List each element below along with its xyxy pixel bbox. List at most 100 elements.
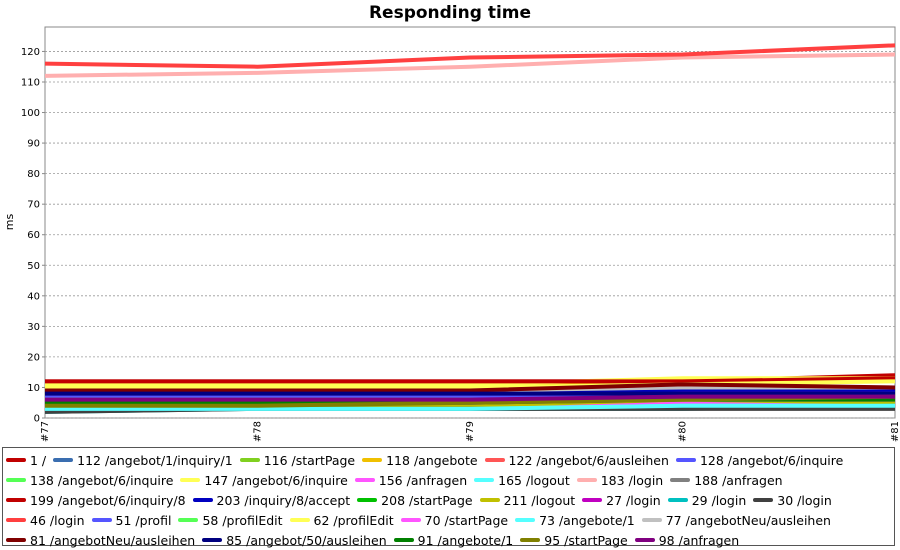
legend-swatch [479,498,500,502]
legend-swatch [91,518,112,522]
legend-item: 156 /anfragen [352,470,467,490]
legend-label: 203 /inquiry/8/accept [216,492,351,508]
legend-swatch [362,458,383,462]
legend-swatch [515,518,536,522]
y-axis-label: ms [3,214,16,231]
legend-item: 188 /anfragen [667,470,783,490]
series-line [45,394,896,408]
legend-label: 118 /angebote [386,452,478,468]
legend-item: 30 /login [750,490,832,510]
x-tick-label: #81 [890,421,900,442]
y-tick-label: 90 [27,139,40,150]
legend-label: 1 / [30,452,47,468]
series-line [45,394,895,402]
legend-item: 95 /startPage [517,530,628,550]
legend-swatch [6,458,26,462]
legend-item: 118 /angebote [359,450,478,470]
legend-swatch [634,538,655,542]
series-line [45,376,895,387]
legend-label: 98 /anfragen [658,532,740,548]
y-tick-label: 20 [27,352,40,363]
y-tick-label: 10 [27,383,40,394]
x-tick-label: #77 [40,421,51,442]
legend-label: 116 /startPage [263,452,356,468]
legend-swatch [582,498,603,502]
plot-area [44,26,896,419]
series-line [45,376,896,384]
legend-label: 147 /angebot/6/inquire [204,472,348,488]
x-tick-label: #78 [253,421,264,442]
legend-item: 199 /angebot/6/inquiry/8 [3,490,186,510]
legend-swatch [474,478,495,482]
legend-item: 51 /profil [89,510,172,530]
legend-swatch [289,518,310,522]
legend-item: 208 /startPage [354,490,473,510]
legend-swatch [354,478,375,482]
legend-item: 91 /angebote/1 [391,530,514,550]
y-tick-label: 50 [27,261,40,272]
legend-swatch [667,498,688,502]
series-line [44,43,896,69]
legend-label: 81 /angebotNeu/ausleihen [30,532,196,548]
legend-item: 112 /angebot/1/inquiry/1 [50,450,233,470]
legend-swatch [576,478,597,482]
legend-label: 211 /logout [503,492,576,508]
legend-label: 95 /startPage [544,532,628,548]
y-tick-label: 40 [27,291,40,302]
legend-swatch [641,518,662,522]
legend-label: 188 /anfragen [694,472,783,488]
y-tick-label: 70 [27,200,40,211]
legend-item: 138 /angebot/6/inquire [3,470,173,490]
legend-label: 208 /startPage [381,492,473,508]
legend-label: 112 /angebot/1/inquiry/1 [77,452,233,468]
y-tick-label: 80 [27,169,40,180]
legend-swatch [202,538,223,542]
legend-label: 62 /profilEdit [313,512,394,528]
chart-title: Responding time [369,3,531,23]
legend-label: 46 /login [30,512,85,528]
series-line [45,379,896,390]
legend-label: 73 /angebote/1 [539,512,635,528]
legend-label: 183 /login [600,472,664,488]
legend-label: 29 /login [691,492,747,508]
series-line [44,52,896,78]
series-line [45,403,895,411]
legend-swatch [6,518,26,522]
y-tick-label: 100 [21,108,40,119]
legend-label: 58 /profilEdit [202,512,283,528]
legend-swatch [6,538,26,542]
legend-swatch [670,478,691,482]
legend-swatch [192,498,213,502]
legend-label: 70 /startPage [424,512,509,528]
legend-label: 156 /anfragen [378,472,468,488]
legend-swatch [520,538,541,542]
legend-item: 29 /login [665,490,747,510]
legend-item: 116 /startPage [237,450,355,470]
legend-swatch [753,498,774,502]
legend-item: 165 /logout [471,470,570,490]
legend-label: 91 /angebote/1 [417,532,514,548]
series-line [45,382,896,393]
legend-label: 30 /login [777,492,832,508]
legend-swatch [357,498,378,502]
legend-item: 122 /angebot/6/ausleihen [482,450,669,470]
legend-label: 51 /profil [115,512,172,528]
legend-item: 81 /angebotNeu/ausleihen [3,530,195,550]
legend-swatch [484,458,505,462]
legend-label: 85 /angebot/50/ausleihen [226,532,387,548]
legend-swatch [53,458,74,462]
legend-item: 211 /logout [477,490,576,510]
legend-item: 85 /angebot/50/ausleihen [199,530,387,550]
legend-swatch [178,518,199,522]
legend-swatch [675,458,696,462]
y-tick-label: 60 [27,230,40,241]
legend-swatch [393,538,414,542]
legend-label: 128 /angebot/6/inquire [699,452,844,468]
legend-label: 199 /angebot/6/inquiry/8 [30,492,186,508]
legend-swatch [180,478,201,482]
y-tick-label: 30 [27,322,40,333]
legend-item: 1 / [3,450,46,470]
legend-label: 77 /angebotNeu/ausleihen [665,512,831,528]
legend-item: 98 /anfragen [632,530,739,550]
legend-swatch [239,458,260,462]
